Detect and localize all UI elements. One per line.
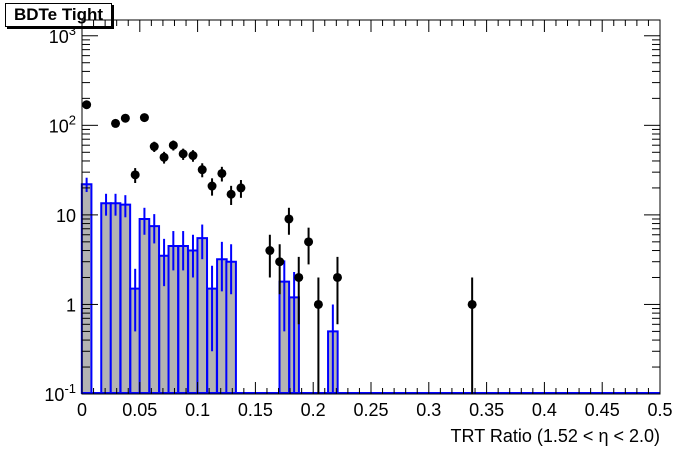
data-point xyxy=(284,214,294,224)
data-point xyxy=(139,113,149,123)
histogram-bar xyxy=(81,184,92,394)
histogram-bar xyxy=(120,204,131,394)
x-tick-label: 0.15 xyxy=(238,400,273,420)
x-tick-label: 0.5 xyxy=(647,400,672,420)
data-point xyxy=(188,151,198,161)
x-tick-label: 0.1 xyxy=(185,400,210,420)
histogram-bar xyxy=(188,250,198,394)
histogram-bar xyxy=(130,288,140,394)
x-tick-label: 0.2 xyxy=(301,400,326,420)
histogram-bar xyxy=(101,203,111,394)
data-point xyxy=(275,257,285,267)
data-point xyxy=(207,181,217,191)
y-tick-label: 103 xyxy=(49,23,76,47)
data-point xyxy=(332,272,342,282)
tick-layer xyxy=(81,20,661,395)
y-tick-label: 10-1 xyxy=(44,381,76,405)
data-point xyxy=(467,299,477,309)
error-bar-layer xyxy=(85,177,334,394)
histogram-bar xyxy=(217,259,227,394)
histogram-bar xyxy=(149,226,160,394)
x-tick-label: 0.05 xyxy=(122,400,157,420)
x-axis-title: TRT Ratio (1.52 < η < 2.0) xyxy=(451,426,660,446)
histogram-bar xyxy=(139,218,150,394)
x-tick-label: 0.4 xyxy=(532,400,557,420)
data-point xyxy=(313,299,323,309)
y-tick-label: 102 xyxy=(49,112,76,136)
data-point xyxy=(82,100,92,110)
x-tick-label: 0.35 xyxy=(469,400,504,420)
data-point xyxy=(111,118,121,128)
data-point xyxy=(197,165,207,175)
chart-title: BDTe Tight xyxy=(5,3,113,27)
y-tick-label: 10 xyxy=(56,206,76,226)
data-point xyxy=(178,149,188,159)
histogram-layer xyxy=(80,183,660,394)
data-point xyxy=(226,189,236,199)
x-tick-label: 0.25 xyxy=(353,400,388,420)
y-tick-labels: 10-1 1 10 102 103 xyxy=(44,23,76,405)
data-point xyxy=(265,246,275,256)
data-point xyxy=(294,272,304,282)
data-point xyxy=(159,152,169,162)
x-tick-labels: 0 0.05 0.1 0.15 0.2 0.25 0.3 0.35 0.4 0.45 0.5 xyxy=(77,400,673,420)
data-point xyxy=(168,140,178,150)
data-point xyxy=(217,168,227,178)
data-point xyxy=(236,183,246,193)
histogram-bar xyxy=(226,261,236,394)
x-tick-label: 0.3 xyxy=(416,400,441,420)
histogram-bar xyxy=(168,245,179,394)
x-tick-label: 0.45 xyxy=(585,400,620,420)
histogram-bar xyxy=(110,203,121,394)
data-point xyxy=(304,237,314,247)
histogram-bar xyxy=(178,245,188,394)
data-point xyxy=(130,170,140,180)
x-tick-label: 0 xyxy=(77,400,87,420)
histogram-bar xyxy=(159,255,169,394)
data-point xyxy=(120,113,130,123)
histogram-bar xyxy=(197,238,208,394)
y-tick-label: 1 xyxy=(66,295,76,315)
histogram-bar xyxy=(279,281,290,394)
data-point xyxy=(149,142,159,152)
marker-layer xyxy=(82,100,477,394)
